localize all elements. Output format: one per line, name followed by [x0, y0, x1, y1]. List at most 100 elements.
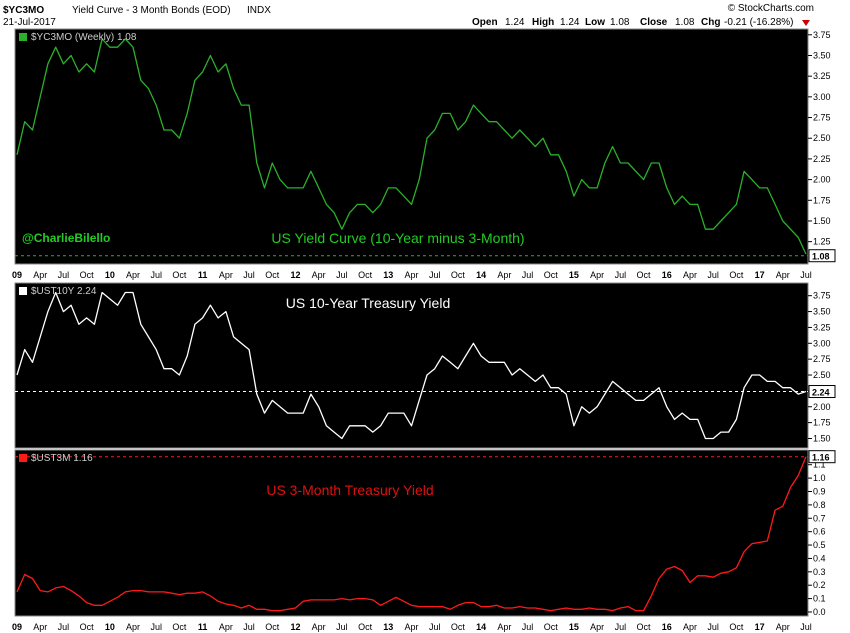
x-month-label: Oct [729, 270, 744, 280]
x-month-label: Jul [58, 270, 70, 280]
x-month-label: Apr [219, 622, 233, 632]
x-month-label: Apr [219, 270, 233, 280]
y-tick-label: 1.50 [813, 433, 831, 443]
low-value: 1.08 [610, 17, 630, 28]
x-month-label: Oct [451, 622, 466, 632]
x-month-label: Jul [707, 622, 719, 632]
x-month-label: Apr [683, 622, 697, 632]
y-tick-label: 2.50 [813, 133, 831, 143]
x-year-label: 10 [105, 270, 115, 280]
y-tick-label: 0.7 [813, 513, 826, 523]
y-tick-label: 0.5 [813, 540, 826, 550]
x-month-label: Jul [429, 622, 441, 632]
x-month-label: Apr [590, 270, 604, 280]
x-month-label: Jul [429, 270, 441, 280]
y-tick-label: 1.75 [813, 195, 831, 205]
x-month-label: Jul [522, 270, 534, 280]
y-tick-label: 1.0 [813, 473, 826, 483]
y-tick-label: 2.25 [813, 154, 831, 164]
open-label: Open [472, 17, 498, 28]
y-tick-label: 3.25 [813, 71, 831, 81]
x-month-label: Jul [150, 270, 162, 280]
x-year-label: 09 [12, 270, 22, 280]
x-month-label: Jul [800, 622, 812, 632]
x-month-label: Jul [615, 622, 627, 632]
x-month-label: Oct [358, 270, 373, 280]
y-tick-label: 3.75 [813, 30, 831, 40]
y-tick-label: 2.00 [813, 402, 831, 412]
x-year-label: 17 [755, 622, 765, 632]
x-year-label: 11 [198, 622, 208, 632]
x-month-label: Apr [312, 270, 326, 280]
x-month-label: Apr [126, 270, 140, 280]
x-year-label: 17 [755, 270, 765, 280]
x-year-label: 11 [198, 270, 208, 280]
security-name: Yield Curve - 3 Month Bonds (EOD) [72, 5, 231, 16]
x-month-label: Apr [776, 270, 790, 280]
y-tick-label: 1.50 [813, 216, 831, 226]
date-label: 21-Jul-2017 [3, 17, 56, 28]
y-tick-label: 0.9 [813, 487, 826, 497]
x-month-label: Jul [336, 622, 348, 632]
x-axis-row-1: 09 Apr Jul Oct 10 Apr Jul Oct 11 Apr Jul Oct 12 Apr Ju… [12, 270, 812, 280]
x-month-label: Apr [404, 622, 418, 632]
x-month-label: Apr [776, 622, 790, 632]
x-year-label: 14 [476, 270, 486, 280]
series-line [16, 291, 807, 440]
x-month-label: Jul [800, 270, 812, 280]
open-value: 1.24 [505, 17, 525, 28]
panel-title: US 3-Month Treasury Yield [266, 482, 433, 498]
last-value-label: 1.08 [812, 252, 830, 262]
x-month-label: Apr [312, 622, 326, 632]
x-month-label: Oct [637, 622, 652, 632]
x-month-label: Oct [80, 270, 95, 280]
y-tick-label: 0.6 [813, 527, 826, 537]
x-month-label: Jul [150, 622, 162, 632]
legend-swatch [19, 454, 27, 462]
x-month-label: Apr [590, 622, 604, 632]
y-tick-label: 3.00 [813, 92, 831, 102]
x-month-label: Jul [707, 270, 719, 280]
x-month-label: Oct [729, 622, 744, 632]
y-tick-label: 3.75 [813, 291, 831, 301]
close-value: 1.08 [675, 17, 695, 28]
down-arrow-icon [802, 20, 810, 26]
series-line [16, 456, 807, 612]
x-year-label: 16 [662, 622, 672, 632]
panel-2: 1.501.752.002.252.502.753.003.253.503.75… [14, 282, 836, 449]
panel-title: US 10-Year Treasury Yield [286, 295, 450, 311]
y-tick-label: 3.00 [813, 338, 831, 348]
plot-area [14, 449, 809, 617]
x-year-label: 13 [383, 622, 393, 632]
high-value: 1.24 [560, 17, 580, 28]
panel-label: $UST3M 1.16 [31, 453, 93, 464]
chart-panels: 1.25 1.50 1.75 2.00 2.25 2.50 2.75 3.00 3.25 3.50… [12, 28, 836, 632]
ohlc-readout: Open 1.24 High 1.24 Low 1.08 Close 1.08 … [472, 17, 810, 28]
x-month-label: Oct [544, 270, 559, 280]
panel-3: 0.0 0.1 0.2 0.3 0.4 0.5 0.6 0.7 0.8 0.9 1.0 1.11.16… [14, 449, 836, 617]
x-year-label: 13 [383, 270, 393, 280]
x-month-label: Oct [451, 270, 466, 280]
x-month-label: Apr [126, 622, 140, 632]
last-value-box [808, 385, 836, 399]
plot-area [14, 28, 809, 265]
y-tick-label: 0.3 [813, 567, 826, 577]
x-month-label: Jul [243, 622, 255, 632]
y-tick-label: 2.50 [813, 370, 831, 380]
y-tick-label: 1.75 [813, 418, 831, 428]
y-tick-label: 3.25 [813, 322, 831, 332]
panel-label: $YC3MO (Weekly) 1.08 [31, 32, 137, 43]
panel-label: $UST10Y 2.24 [31, 286, 97, 297]
series-line [16, 38, 807, 255]
x-month-label: Jul [615, 270, 627, 280]
high-label: High [532, 17, 554, 28]
y-tick-label: 0.8 [813, 500, 826, 510]
chg-value: -0.21 (-16.28%) [724, 17, 793, 28]
last-value-box [808, 450, 836, 464]
exchange-label: INDX [247, 5, 271, 16]
x-year-label: 09 [12, 622, 22, 632]
legend-swatch [19, 33, 27, 41]
y-tick-label: 0.0 [813, 607, 826, 617]
y-tick-label: 2.75 [813, 354, 831, 364]
